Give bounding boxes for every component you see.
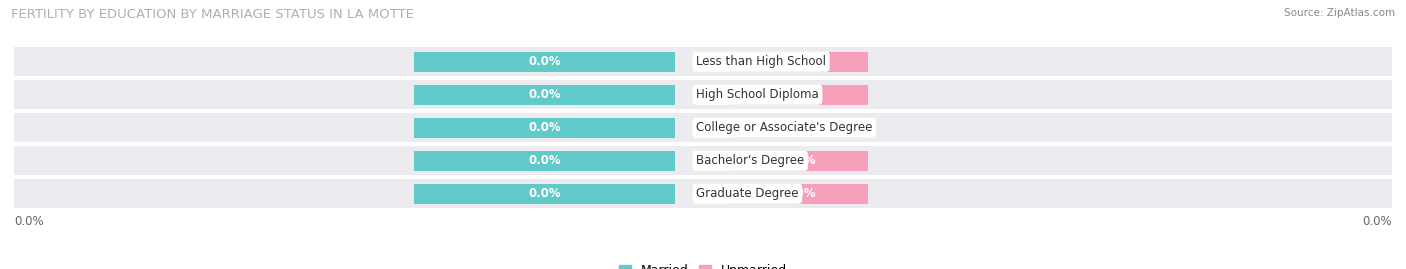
Text: 0.0%: 0.0%	[529, 55, 561, 68]
Bar	[731, 151, 869, 171]
Bar	[14, 47, 1392, 76]
Text: Graduate Degree: Graduate Degree	[696, 187, 799, 200]
Text: College or Associate's Degree: College or Associate's Degree	[696, 121, 873, 134]
Text: Less than High School: Less than High School	[696, 55, 827, 68]
Text: 0.0%: 0.0%	[529, 88, 561, 101]
Bar	[413, 52, 675, 72]
Bar	[731, 118, 869, 138]
Text: 0.0%: 0.0%	[529, 187, 561, 200]
Text: FERTILITY BY EDUCATION BY MARRIAGE STATUS IN LA MOTTE: FERTILITY BY EDUCATION BY MARRIAGE STATU…	[11, 8, 415, 21]
Text: 0.0%: 0.0%	[529, 154, 561, 167]
Bar	[14, 146, 1392, 175]
Text: Source: ZipAtlas.com: Source: ZipAtlas.com	[1284, 8, 1395, 18]
Text: 0.0%: 0.0%	[783, 121, 815, 134]
Bar	[413, 151, 675, 171]
Text: 0.0%: 0.0%	[783, 154, 815, 167]
Bar	[14, 80, 1392, 109]
Bar	[413, 183, 675, 204]
Text: High School Diploma: High School Diploma	[696, 88, 818, 101]
Bar	[413, 84, 675, 105]
Bar	[731, 183, 869, 204]
Bar	[731, 84, 869, 105]
Text: 0.0%: 0.0%	[14, 215, 44, 228]
Bar	[14, 179, 1392, 208]
Text: 0.0%: 0.0%	[783, 187, 815, 200]
Legend: Married, Unmarried: Married, Unmarried	[613, 259, 793, 269]
Text: 0.0%: 0.0%	[783, 88, 815, 101]
Bar	[413, 118, 675, 138]
Bar	[731, 52, 869, 72]
Bar	[14, 114, 1392, 142]
Text: 0.0%: 0.0%	[1362, 215, 1392, 228]
Text: Bachelor's Degree: Bachelor's Degree	[696, 154, 804, 167]
Text: 0.0%: 0.0%	[783, 55, 815, 68]
Text: 0.0%: 0.0%	[529, 121, 561, 134]
